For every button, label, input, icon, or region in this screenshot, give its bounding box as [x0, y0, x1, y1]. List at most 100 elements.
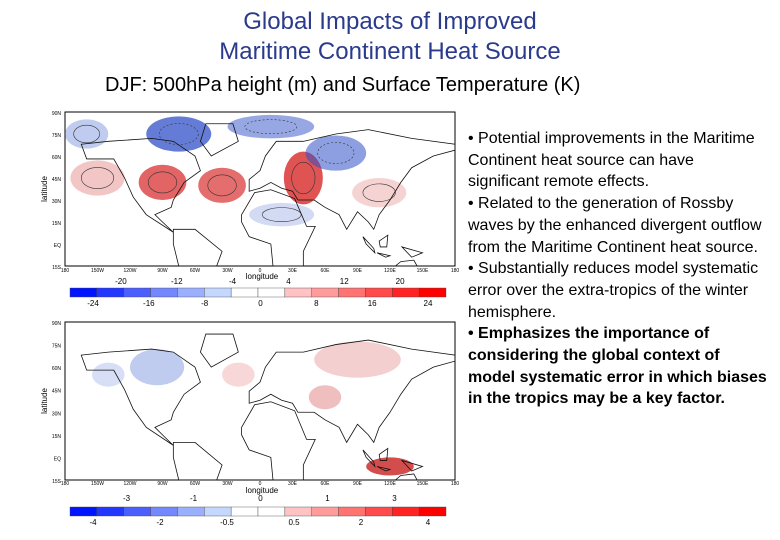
colorbar-label: 8: [314, 299, 319, 308]
lon-tick-label: 30W: [222, 481, 233, 487]
colorbar-label: 24: [424, 299, 433, 308]
lon-tick-label: 60W: [190, 481, 201, 487]
coastline: [80, 348, 201, 446]
anomaly: [366, 457, 414, 476]
coastline: [394, 473, 418, 481]
x-axis-label: longitude: [246, 486, 279, 495]
colorbar-cell: [230, 287, 259, 298]
colorbar-label: -4: [89, 518, 97, 527]
bullet: • Substantially reduces model systematic…: [468, 260, 759, 321]
colorbar-label: 4: [426, 518, 431, 527]
lat-tick-label: EQ: [54, 456, 61, 462]
lat-tick-label: 15S: [52, 265, 62, 271]
coastline: [362, 236, 376, 255]
coastline: [172, 441, 223, 481]
colorbar-cell: [177, 287, 205, 298]
colorbar-label: -24: [87, 299, 99, 308]
coastline: [376, 252, 392, 258]
lon-tick-label: 180: [451, 268, 460, 274]
anomaly: [249, 202, 315, 227]
contour: [207, 174, 237, 197]
colorbar-cell: [96, 506, 124, 517]
lat-tick-label: 15S: [52, 479, 62, 485]
colorbar-cell: [96, 287, 124, 298]
colorbar-label: 4: [286, 277, 291, 286]
colorbar-label: 0: [258, 494, 263, 503]
anomaly: [70, 160, 125, 196]
colorbar-cell: [123, 287, 151, 298]
anomaly: [308, 385, 342, 410]
anomaly: [283, 151, 323, 205]
bullet: • Potential improvements in the Maritime…: [468, 130, 755, 191]
coastline: [199, 333, 239, 368]
contour: [80, 167, 115, 189]
colorbar-cell: [338, 287, 366, 298]
lat-tick-label: 15N: [52, 221, 62, 227]
contour: [73, 124, 100, 144]
subtitle: DJF: 500hPa height (m) and Surface Tempe…: [105, 74, 581, 96]
coastline: [378, 234, 389, 248]
colorbar-label: -0.5: [220, 518, 234, 527]
anomaly: [130, 349, 185, 386]
anomaly: [65, 119, 109, 149]
colorbar-cell: [418, 287, 447, 298]
bullet-list: • Potential improvements in the Maritime…: [468, 128, 768, 410]
colorbar-label: -8: [201, 299, 209, 308]
coastline: [362, 449, 376, 468]
contour: [362, 183, 396, 202]
title-line: Global Impacts of Improved: [243, 8, 537, 35]
colorbar-cell: [257, 287, 286, 298]
anomaly: [222, 362, 255, 387]
contour: [147, 171, 178, 194]
lon-tick-label: 60W: [190, 268, 201, 274]
anomaly: [305, 135, 367, 171]
anomaly: [138, 164, 187, 200]
contour: [158, 123, 199, 145]
colorbar-label: 0.5: [288, 518, 300, 527]
colorbar-cell: [69, 287, 98, 298]
colorbar-label: -12: [171, 277, 183, 286]
lon-tick-label: 120W: [123, 268, 136, 274]
lon-tick-label: 90E: [353, 481, 363, 487]
lon-tick-label: 150E: [417, 268, 429, 274]
anomaly: [227, 114, 315, 139]
colorbar-cell: [284, 287, 312, 298]
colorbar-cell: [150, 287, 178, 298]
colorbar-cell: [418, 506, 447, 517]
coastline: [400, 246, 424, 258]
colorbar-cell: [365, 287, 393, 298]
colorbar-label: -16: [143, 299, 155, 308]
colorbar-label: 16: [368, 299, 377, 308]
lat-tick-label: 15N: [52, 434, 62, 440]
lon-tick-label: 120W: [123, 481, 136, 487]
lon-tick-label: 180: [451, 481, 460, 487]
colorbar-cell: [204, 506, 232, 517]
colorbar-cell: [69, 506, 98, 517]
colorbar-cell: [257, 506, 286, 517]
contour: [317, 142, 355, 164]
contour: [244, 119, 298, 135]
coastline: [241, 189, 316, 267]
lon-tick-label: 90W: [157, 268, 168, 274]
lat-tick-label: 45N: [52, 177, 62, 183]
colorbar-cell: [311, 506, 339, 517]
colorbar-label: -1: [190, 494, 198, 503]
map: [64, 111, 456, 267]
colorbar-cell: [338, 506, 366, 517]
lat-tick-label: 45N: [52, 389, 62, 395]
colorbar-cell: [392, 506, 420, 517]
coastline: [172, 228, 223, 267]
lon-tick-label: 150E: [417, 481, 429, 487]
colorbar-cell: [284, 506, 312, 517]
map: [64, 321, 456, 481]
lon-tick-label: 120E: [384, 268, 396, 274]
lon-tick-label: 90E: [353, 268, 363, 274]
coastline: [80, 137, 201, 233]
colorbar-label: 3: [392, 494, 397, 503]
lat-tick-label: 90N: [52, 111, 62, 117]
anomaly: [92, 362, 125, 387]
lat-tick-label: EQ: [54, 243, 61, 249]
lat-tick-label: 60N: [52, 366, 62, 372]
lat-tick-label: 30N: [52, 199, 62, 205]
